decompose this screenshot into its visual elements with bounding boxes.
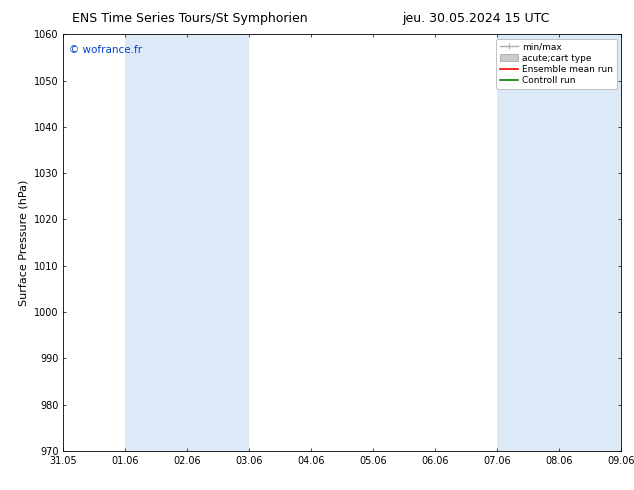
Text: jeu. 30.05.2024 15 UTC: jeu. 30.05.2024 15 UTC	[402, 12, 549, 25]
Bar	[497, 34, 559, 451]
Bar	[126, 34, 188, 451]
Text: © wofrance.fr: © wofrance.fr	[69, 45, 142, 55]
Y-axis label: Surface Pressure (hPa): Surface Pressure (hPa)	[18, 179, 29, 306]
Text: ENS Time Series Tours/St Symphorien: ENS Time Series Tours/St Symphorien	[72, 12, 308, 25]
Bar	[188, 34, 249, 451]
Bar	[559, 34, 621, 451]
Legend: min/max, acute;cart type, Ensemble mean run, Controll run: min/max, acute;cart type, Ensemble mean …	[496, 39, 617, 89]
